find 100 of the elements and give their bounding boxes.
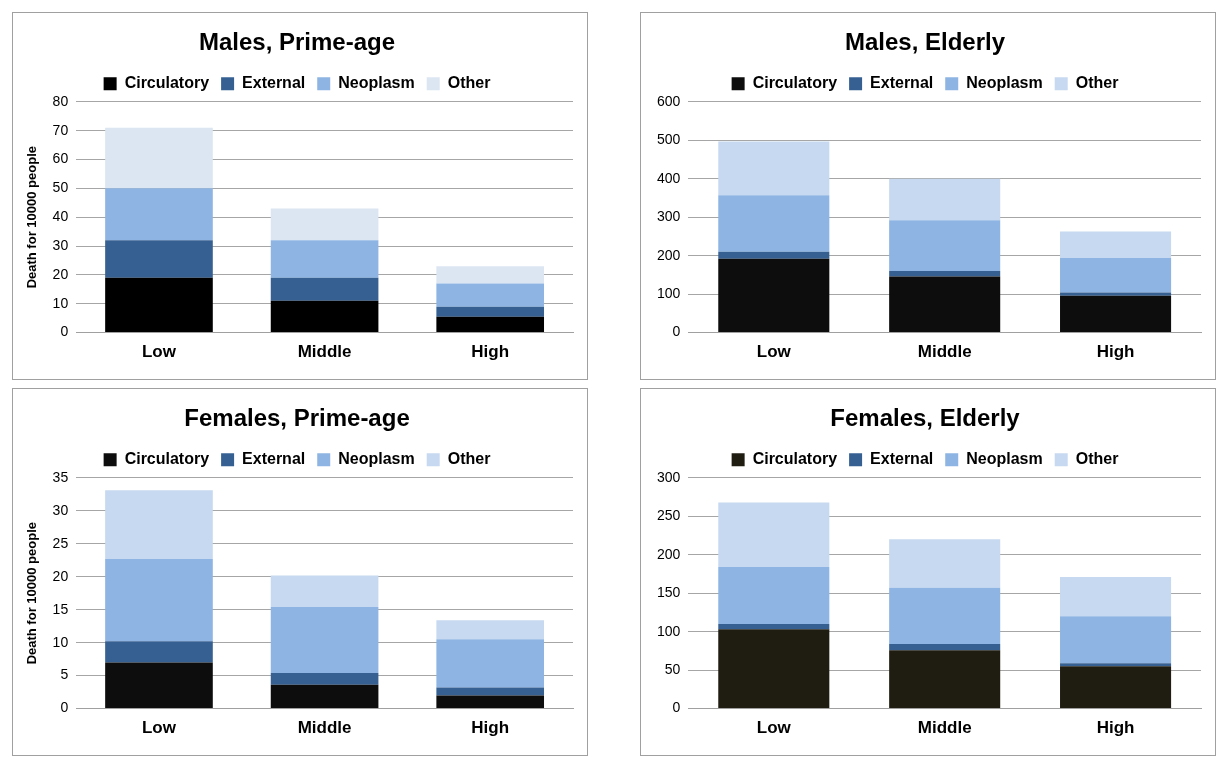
bar [889,587,1001,644]
bar [105,277,213,333]
y-tick-label: 15 [52,600,69,617]
bar [889,271,1001,277]
y-tick-label: 600 [657,92,681,109]
legend-label: External [870,74,934,92]
legend-label: External [242,74,306,92]
y-tick-label: 250 [657,507,681,524]
bar [1060,666,1172,709]
bar [105,240,213,278]
legend-label: Neoplasm [338,74,415,92]
bar [1060,295,1172,333]
x-tick-label: Low [141,718,177,738]
bar [436,620,545,640]
y-tick-label: 10 [52,294,69,311]
bar [1060,257,1172,293]
bar [1060,577,1172,617]
y-tick-label: 40 [52,208,69,225]
y-tick-label: 25 [52,534,69,551]
bar [1060,231,1172,258]
y-tick-label: 100 [657,622,681,639]
legend-label: Neoplasm [338,450,415,468]
x-tick-label: Middle [297,718,352,738]
x-tick-label: Middle [917,718,972,738]
bar [105,127,213,189]
bar [270,575,379,608]
y-axis-title: Death for 10000 people [24,522,40,665]
bar [718,195,830,252]
x-tick-label: Low [141,342,177,362]
bar [270,277,379,301]
bar [718,629,830,709]
x-tick-label: High [1096,718,1135,738]
x-tick-label: High [471,342,510,362]
bar [889,643,1001,651]
y-tick-label: 200 [657,246,681,263]
x-tick-label: Low [756,342,792,362]
chart-title: Females, Prime-age [184,404,410,432]
y-tick-label: 20 [52,567,69,584]
bar [889,276,1001,333]
legend-label: Circulatory [124,450,210,468]
y-tick-label: 300 [657,468,681,485]
y-tick-label: 0 [672,699,681,716]
y-tick-label: 10 [52,633,69,650]
legend-label: Circulatory [752,450,838,468]
legend-label: Neoplasm [966,74,1043,92]
bar [270,300,379,333]
y-tick-label: 50 [664,660,681,677]
y-tick-label: 80 [52,92,69,109]
bar [436,283,545,307]
bar [889,539,1001,588]
y-tick-label: 30 [52,501,69,518]
legend-label: External [242,450,306,468]
y-tick-label: 150 [657,584,681,601]
bar [105,641,213,663]
y-tick-label: 200 [657,545,681,562]
bar [105,662,213,709]
y-tick-label: 100 [657,284,681,301]
bar [718,141,830,196]
bar [718,251,830,259]
bar [436,266,545,284]
bar [718,567,830,624]
x-tick-label: Middle [297,342,352,362]
chart-title: Females, Elderly [830,404,1021,432]
y-tick-label: 0 [672,323,681,340]
y-tick-label: 50 [52,179,69,196]
bar [889,220,1001,272]
bar [889,178,1001,221]
chart-title: Males, Prime-age [198,28,396,56]
y-tick-label: 400 [657,169,681,186]
y-tick-label: 30 [52,236,69,253]
x-tick-label: High [471,718,510,738]
y-axis-title: Death for 10000 people [24,146,40,289]
y-tick-label: 0 [60,323,69,340]
legend-label: Other [447,74,491,92]
bar [718,258,830,333]
bar [270,208,379,241]
y-tick-label: 300 [657,208,681,225]
y-tick-label: 0 [60,699,69,716]
bar [889,650,1001,709]
bar [270,607,379,673]
bar [270,240,379,278]
bar [436,306,545,317]
legend-label: Circulatory [752,74,838,92]
y-tick-label: 5 [60,666,69,683]
bar [436,695,545,709]
bar [1060,663,1172,667]
x-tick-label: Low [756,718,792,738]
bar [105,558,213,642]
chart-title: Males, Elderly [844,28,1006,56]
legend-label: Other [1075,450,1119,468]
bar [436,639,545,688]
bar [105,490,213,559]
y-tick-label: 70 [52,121,69,138]
bar [270,684,379,709]
legend-label: Other [1075,74,1119,92]
x-tick-label: High [1096,342,1135,362]
legend-label: Other [447,450,491,468]
bar [718,502,830,568]
bar [270,672,379,685]
bar [1060,616,1172,664]
